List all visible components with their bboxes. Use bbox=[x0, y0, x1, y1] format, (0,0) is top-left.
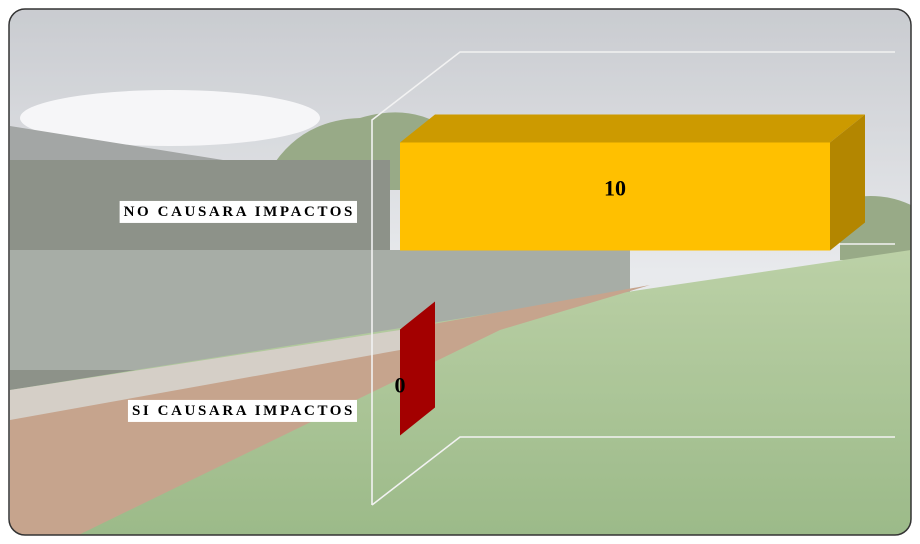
category-label-bg bbox=[127, 399, 357, 422]
frame bbox=[8, 8, 912, 536]
bar-side bbox=[830, 114, 865, 251]
category-label-bg bbox=[119, 200, 357, 223]
category-label: NO CAUSARA IMPACTOS bbox=[124, 204, 355, 220]
axes-walls bbox=[371, 51, 895, 506]
value-label: 10 bbox=[604, 176, 626, 201]
category-label: SI CAUSARA IMPACTOS bbox=[132, 403, 355, 419]
bar bbox=[400, 301, 435, 436]
bar-top bbox=[400, 114, 865, 143]
bar-side bbox=[400, 301, 435, 436]
value-label: 0 bbox=[395, 373, 406, 398]
bar bbox=[400, 114, 865, 251]
bar-front bbox=[400, 142, 830, 251]
